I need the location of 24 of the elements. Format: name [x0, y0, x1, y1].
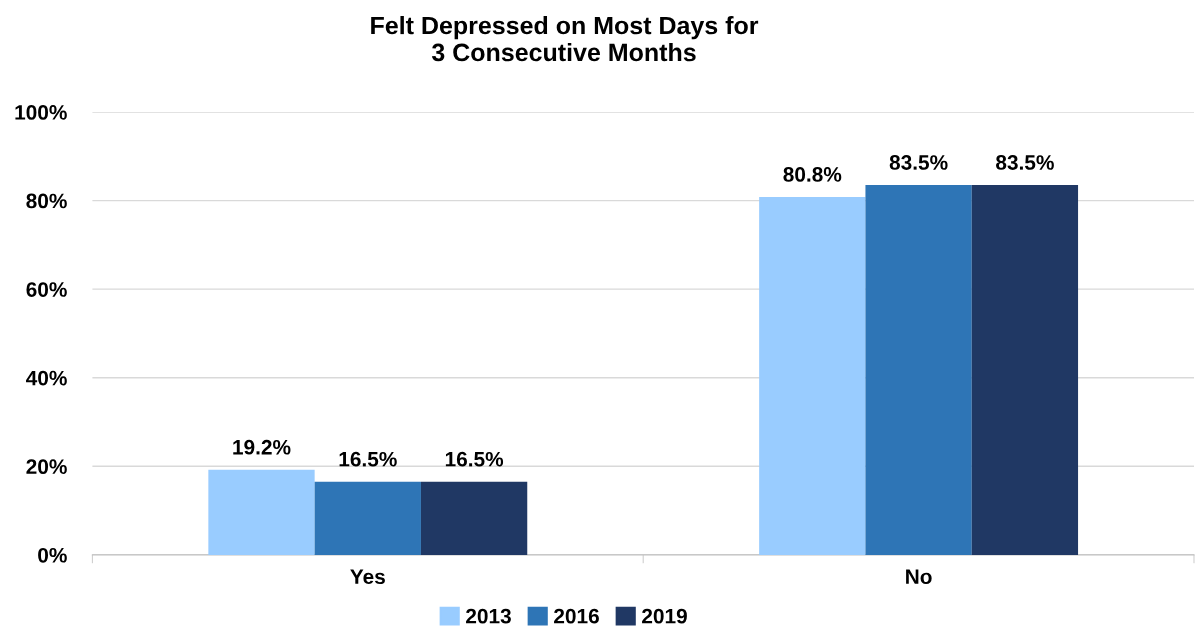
bar [971, 185, 1079, 555]
x-tick-label: Yes [350, 569, 385, 585]
y-tick-label: 100% [15, 105, 67, 120]
chart-title: Felt Depressed on Most Days for 3 Consecutive Months [371, 16, 759, 62]
bar [420, 481, 528, 555]
bar [865, 185, 972, 555]
bar [208, 469, 315, 555]
legend-label: 2013 [466, 608, 511, 624]
legend-label: 2019 [642, 608, 687, 624]
y-tick-label: 60% [26, 282, 67, 297]
text: 19.2% [233, 439, 291, 455]
y-tick-label: 20% [26, 459, 67, 475]
text: 80.8% [783, 167, 842, 182]
legend-label: 2016 [554, 608, 599, 624]
bar [314, 481, 421, 555]
bar [759, 197, 866, 555]
x-tick-label: No [906, 569, 932, 585]
y-tick-label: 80% [26, 193, 67, 209]
text: 16.5% [445, 451, 504, 467]
text: 83.5% [889, 155, 948, 170]
y-tick-label: 0% [38, 547, 67, 563]
text: 16.5% [339, 451, 397, 467]
y-tick-label: 40% [26, 370, 67, 386]
text: 83.5% [996, 155, 1054, 170]
